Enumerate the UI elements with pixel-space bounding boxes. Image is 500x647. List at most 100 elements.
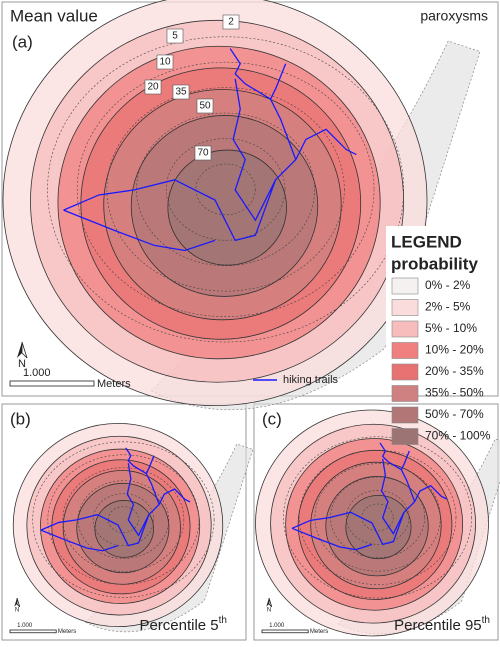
hiking-trail	[125, 447, 160, 505]
scale-bar	[261, 629, 309, 634]
scale-value: 1.000	[269, 623, 285, 629]
legend-swatch	[391, 428, 419, 445]
hiking-trail	[126, 463, 150, 537]
legend-subtitle: probability	[391, 254, 478, 273]
hiking-trail	[269, 63, 287, 100]
elevation-contour	[32, 441, 215, 598]
contour-label: 5	[172, 31, 178, 42]
legend-label: 0% - 2%	[425, 278, 471, 292]
hiking-trail	[40, 529, 119, 552]
scale-unit: Meters	[310, 629, 328, 635]
elevation-contour	[165, 138, 286, 241]
elevation-contour	[345, 490, 410, 545]
hiking-trail	[229, 48, 297, 160]
hiking-trail	[291, 527, 373, 551]
legend-swatch	[391, 299, 419, 316]
map	[255, 409, 500, 637]
probability-zone	[167, 149, 287, 266]
elevation-contour	[195, 163, 256, 216]
contour-label-box	[196, 98, 214, 114]
hiking-trail	[40, 488, 191, 547]
north-arrow	[266, 598, 269, 607]
hiking-trail	[400, 450, 410, 470]
elevation-contour	[76, 61, 375, 317]
elevation-contour	[136, 112, 315, 267]
scale-bar	[9, 380, 95, 387]
caption-superscript: th	[482, 615, 490, 626]
hiking-trail	[291, 484, 447, 546]
panel-letter: (b)	[10, 409, 31, 428]
panel-caption: Percentile 5th	[139, 615, 227, 634]
hiking-trail	[380, 458, 405, 535]
panel-title: Mean value	[10, 6, 98, 25]
panel-letter: (c)	[262, 409, 282, 428]
north-label: N	[15, 608, 19, 614]
contour-label-box	[156, 54, 174, 70]
legend-label: 20% - 35%	[425, 364, 484, 378]
elevation-contour	[283, 436, 472, 599]
north-arrow	[16, 597, 21, 608]
corner-label: paroxysms	[420, 8, 488, 24]
contour-label: 70	[197, 148, 209, 159]
elevation-contour	[92, 493, 154, 546]
contour-label: 20	[147, 82, 159, 93]
legend-swatch	[391, 406, 419, 424]
hiking-trail	[232, 78, 277, 222]
contour-label: 50	[199, 101, 211, 112]
hiking-trail	[379, 442, 416, 502]
legend-label: 50% - 70%	[425, 407, 484, 421]
scale-value: 1.000	[17, 623, 33, 629]
legend-label: 10% - 20%	[425, 343, 484, 357]
north-arrow	[14, 598, 17, 607]
scale-bar	[9, 629, 57, 634]
north-label: N	[267, 608, 271, 614]
hiking-trail	[63, 209, 216, 252]
scale-unit: Meters	[58, 629, 76, 635]
legend-swatch	[391, 320, 419, 338]
contour-label-box	[172, 84, 190, 100]
panel-caption: Percentile 95th	[394, 615, 490, 634]
caption-superscript: th	[219, 615, 227, 626]
contour-label-box	[144, 79, 162, 95]
contour-label-box	[166, 28, 184, 44]
scale-value: 1.000	[23, 367, 51, 379]
elevation-contour	[62, 467, 185, 572]
labels: Mean value (a) paroxysms (b) (c) Percent…	[10, 6, 496, 635]
contour-label-box	[222, 14, 240, 30]
north-arrow	[21, 341, 28, 359]
legend-swatch	[391, 342, 419, 359]
elevation-contour	[314, 463, 441, 572]
legend-label: 5% - 10%	[425, 321, 477, 335]
legend-title: LEGEND	[391, 232, 462, 251]
elevation-contour	[106, 87, 345, 292]
hiking-trail	[63, 128, 357, 242]
caption-text: Percentile 5	[139, 617, 218, 634]
probability-zone	[94, 500, 154, 558]
contour-label: 10	[159, 57, 171, 68]
contour-label: 2	[228, 17, 234, 28]
elevation-contour	[47, 454, 200, 585]
legend-label: 35% - 50%	[425, 386, 484, 400]
legend-swatch	[391, 363, 419, 381]
trail-legend-label: hiking trails	[283, 374, 339, 386]
north-arrow	[268, 597, 273, 608]
contour-label-box	[194, 145, 212, 161]
elevation-contour	[107, 506, 139, 533]
elevation-contour	[47, 36, 404, 343]
caption-text: Percentile 95	[394, 617, 482, 634]
panel-letter: (a)	[12, 32, 33, 51]
hiking-trail	[145, 455, 155, 474]
legend-swatch	[391, 277, 419, 295]
legend-label: 2% - 5%	[425, 300, 471, 314]
scale-unit: Meters	[97, 378, 131, 390]
map	[9, 422, 254, 634]
legend-swatch	[391, 385, 419, 402]
probability-zone	[345, 494, 412, 560]
north-arrow	[17, 342, 22, 358]
elevation-contour	[298, 449, 457, 585]
contour-label: 35	[175, 87, 187, 98]
north-label: N	[18, 358, 26, 370]
legend-label: 70% - 100%	[425, 429, 491, 443]
